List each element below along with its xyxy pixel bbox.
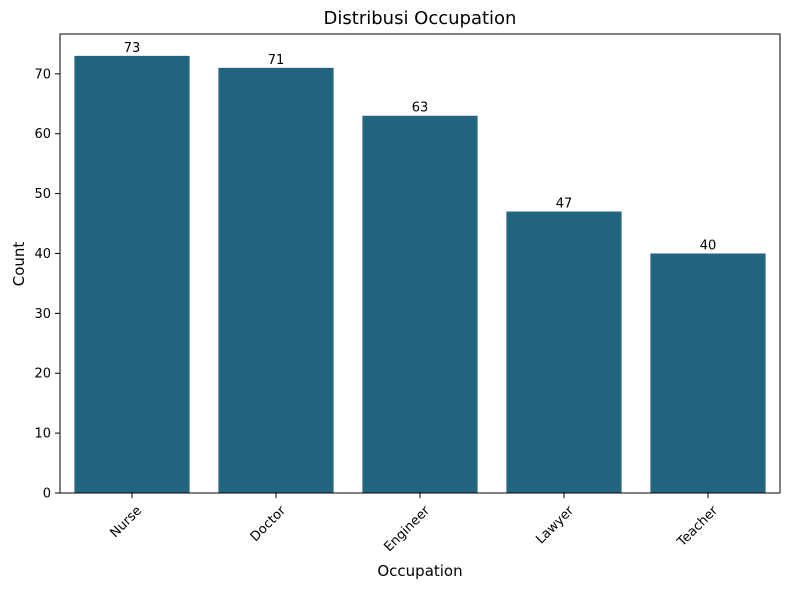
y-tick-label: 70 [34, 67, 51, 82]
y-tick-label: 50 [34, 187, 51, 202]
y-tick-label: 10 [34, 427, 51, 442]
x-tick-label-teacher: Teacher [674, 503, 721, 550]
x-tick-label-nurse: Nurse [108, 503, 146, 541]
y-axis-ticks: 0 10 20 30 40 50 60 70 [34, 67, 60, 502]
y-tick-label: 20 [34, 367, 51, 382]
y-axis-label: Count [10, 242, 28, 287]
y-tick-label: 40 [34, 247, 51, 262]
x-tick-label-engineer: Engineer [381, 503, 433, 555]
data-labels-group: 73 71 63 47 40 [124, 41, 717, 254]
x-tick-label-doctor: Doctor [248, 503, 290, 545]
x-axis-ticks: Nurse Doctor Engineer Lawyer Teacher [108, 493, 722, 555]
x-axis-label: Occupation [377, 562, 462, 580]
data-label-engineer: 63 [412, 101, 429, 116]
y-tick-label: 30 [34, 307, 51, 322]
data-label-nurse: 73 [124, 41, 141, 56]
plot-frame [59, 33, 781, 494]
bar-lawyer [506, 211, 622, 493]
bars-group [74, 55, 766, 494]
x-tick-label-lawyer: Lawyer [533, 503, 577, 547]
data-label-teacher: 40 [700, 238, 717, 253]
bar-nurse [74, 55, 190, 493]
bar-teacher [650, 253, 766, 493]
bar-engineer [362, 115, 478, 494]
y-tick-label: 60 [34, 127, 51, 142]
data-label-doctor: 71 [268, 53, 285, 68]
data-label-lawyer: 47 [556, 197, 573, 212]
y-tick-label: 0 [43, 487, 51, 502]
chart-title: Distribusi Occupation [324, 8, 517, 29]
bar-doctor [218, 67, 334, 494]
